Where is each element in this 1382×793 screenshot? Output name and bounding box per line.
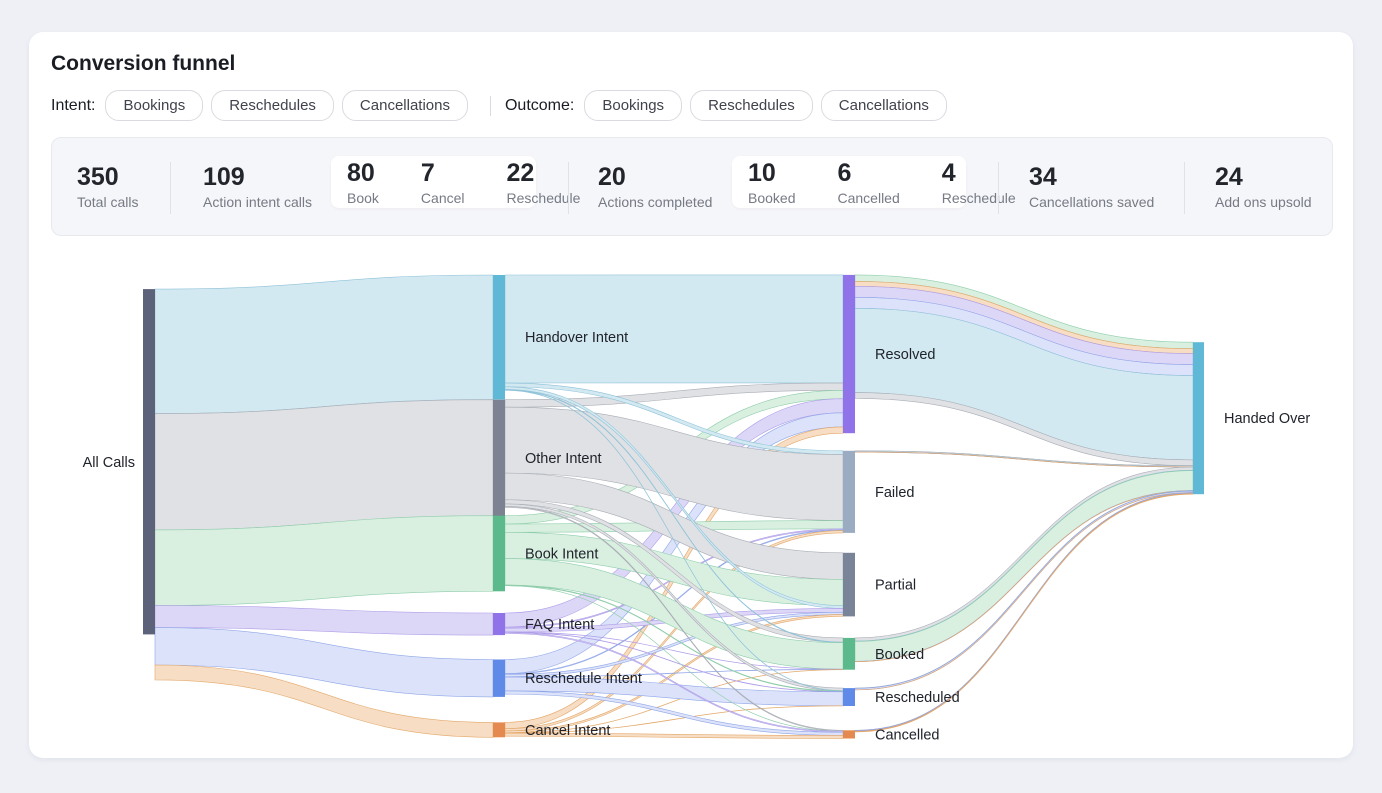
svg-text:Handed Over: Handed Over (1224, 411, 1310, 427)
svg-text:Cancel Intent: Cancel Intent (525, 723, 610, 739)
svg-text:Resolved: Resolved (875, 347, 935, 363)
svg-text:Reschedule Intent: Reschedule Intent (525, 671, 642, 687)
svg-text:FAQ Intent: FAQ Intent (525, 617, 594, 633)
svg-text:Other Intent: Other Intent (525, 451, 602, 467)
svg-text:Book Intent: Book Intent (525, 547, 598, 563)
svg-text:Rescheduled: Rescheduled (875, 690, 960, 706)
svg-text:All Calls: All Calls (83, 455, 135, 471)
svg-text:Failed: Failed (875, 485, 915, 501)
svg-text:Handover Intent: Handover Intent (525, 330, 628, 346)
svg-text:Cancelled: Cancelled (875, 727, 940, 743)
svg-text:Partial: Partial (875, 578, 916, 594)
svg-text:Booked: Booked (875, 647, 924, 663)
